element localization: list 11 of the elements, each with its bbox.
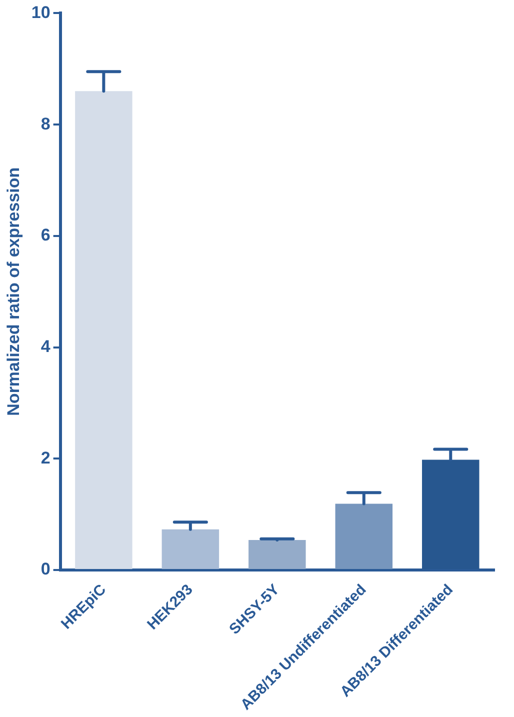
y-tick-label: 6: [40, 226, 50, 245]
bar: [162, 529, 220, 570]
bar: [248, 540, 306, 570]
bar: [75, 91, 132, 570]
y-tick-label: 2: [40, 448, 50, 468]
bar: [335, 504, 393, 570]
y-tick-label: 4: [40, 336, 51, 356]
y-tick-label: 10: [31, 2, 50, 22]
y-axis-title: Normalized ratio of expression: [4, 167, 23, 416]
y-tick-label: 8: [40, 114, 50, 134]
y-tick-label: 0: [40, 560, 50, 579]
